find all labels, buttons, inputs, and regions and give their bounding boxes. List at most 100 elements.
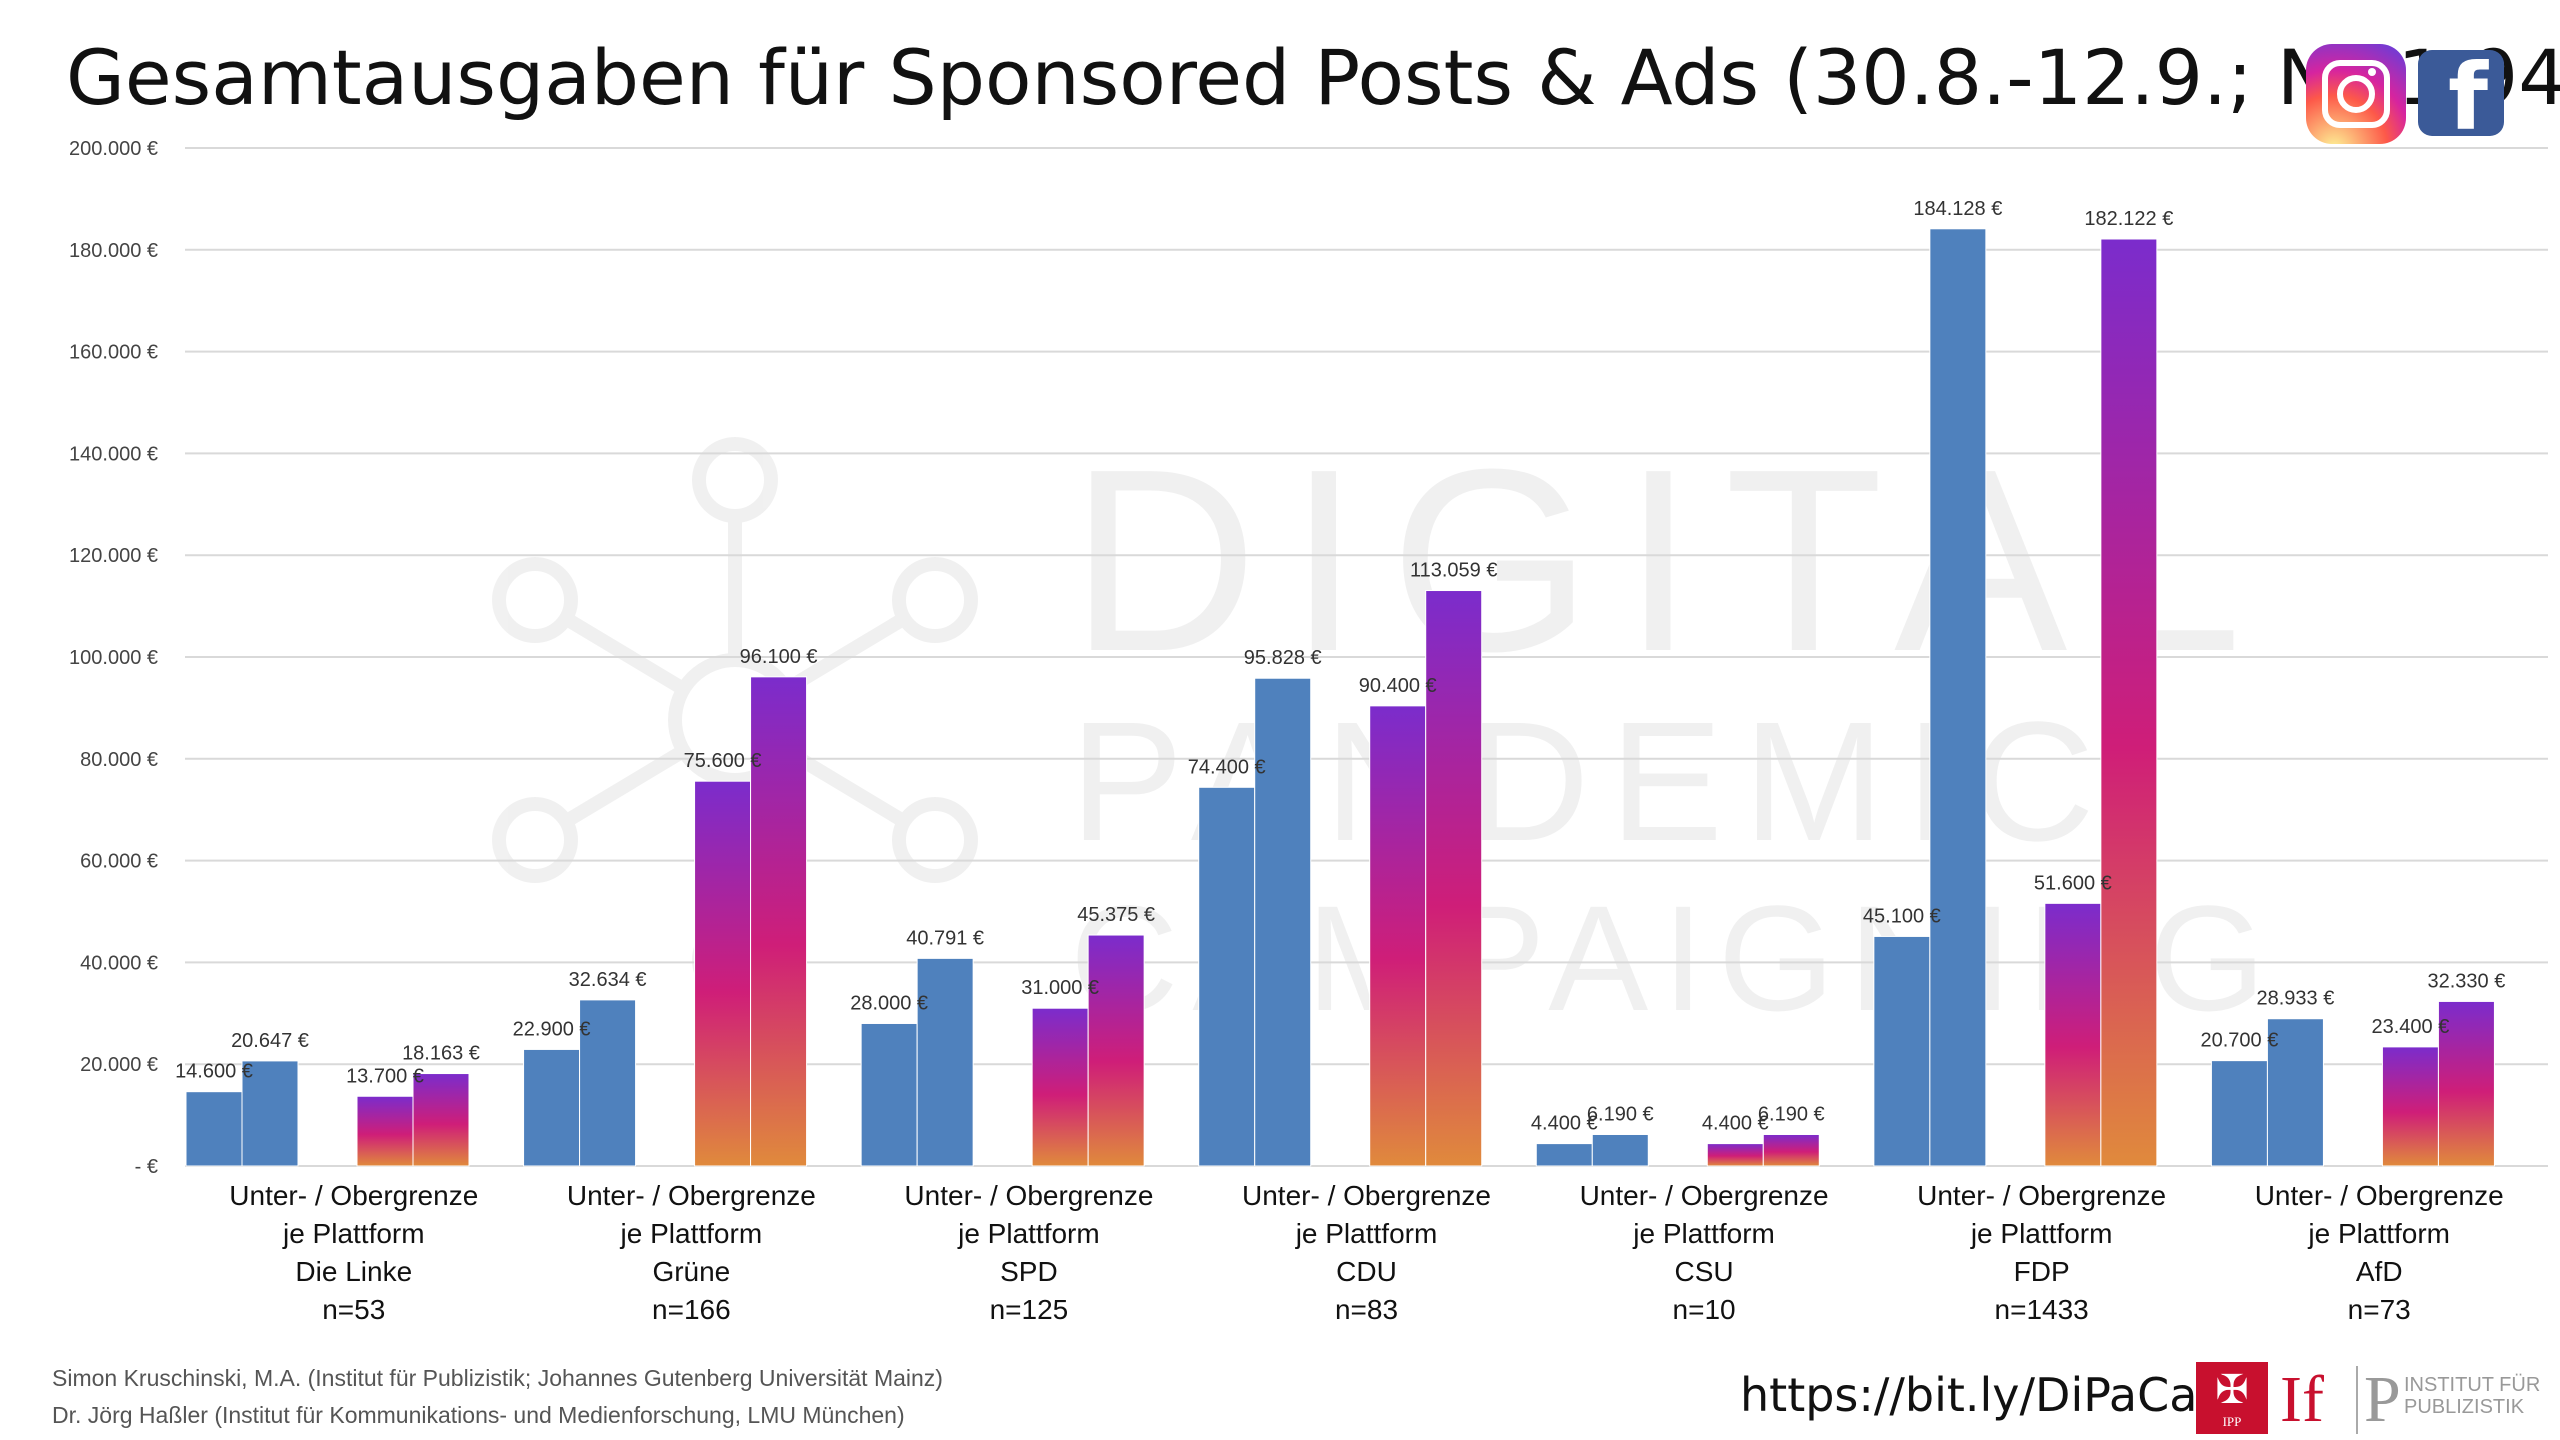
x-category-party: FDP [2014, 1256, 2070, 1287]
instagram-bar [694, 780, 752, 1167]
instagram-bar [412, 1073, 470, 1167]
facebook-bar [1591, 1133, 1649, 1167]
instagram-bar [1369, 705, 1427, 1167]
x-category-label-line2: je Plattform [1632, 1218, 1775, 1249]
y-tick-label: 200.000 € [69, 138, 158, 160]
x-category-label-line1: Unter- / Obergrenze [1242, 1180, 1491, 1211]
x-category-label-line1: Unter- / Obergrenze [567, 1180, 816, 1211]
x-category-n: n=166 [652, 1294, 731, 1325]
x-category-party: AfD [2356, 1256, 2403, 1287]
instagram-bar [2437, 1000, 2495, 1167]
facebook-data-label: 45.100 € [1863, 905, 1941, 927]
facebook-data-label: 22.900 € [513, 1018, 591, 1040]
y-tick-label: 120.000 € [69, 545, 158, 567]
instagram-data-label: 18.163 € [402, 1043, 480, 1065]
facebook-bar [523, 1048, 581, 1167]
x-category-party: SPD [1000, 1256, 1058, 1287]
instagram-data-label: 31.000 € [1021, 977, 1099, 999]
instagram-data-label: 75.600 € [684, 750, 762, 772]
facebook-data-label: 28.000 € [850, 992, 928, 1014]
x-category-party: CSU [1675, 1256, 1734, 1287]
x-axis: Unter- / Obergrenze je Plattform Die Linke… [229, 1180, 2503, 1325]
instagram-data-label: 6.190 € [1758, 1103, 1825, 1125]
x-category-party: CDU [1336, 1256, 1397, 1287]
facebook-data-label: 20.700 € [2200, 1030, 2278, 1052]
x-category-label-line2: je Plattform [957, 1218, 1100, 1249]
instagram-data-label: 13.700 € [346, 1065, 424, 1087]
y-tick-label: 160.000 € [69, 342, 158, 364]
y-tick-label: 40.000 € [80, 952, 158, 974]
chart-bars [185, 228, 2495, 1167]
credit-line-1: Simon Kruschinski, M.A. (Institut für Pu… [52, 1365, 943, 1391]
instagram-bar [1031, 1007, 1089, 1167]
instagram-bar [750, 676, 808, 1167]
instagram-ring [2322, 60, 2390, 128]
instagram-lens [2337, 75, 2375, 113]
facebook-data-label: 184.128 € [1913, 198, 2002, 220]
y-axis: 200.000 € 180.000 € 160.000 € 140.000 € 120.… [69, 138, 158, 1178]
facebook-logo-letter: f [2448, 50, 2489, 137]
x-category-party: Grüne [652, 1256, 730, 1287]
instagram-data-label: 32.330 € [2427, 970, 2505, 992]
instagram-data-label: 4.400 € [1702, 1113, 1769, 1135]
instagram-bar [1425, 590, 1483, 1167]
x-category-label-line2: je Plattform [1970, 1218, 2113, 1249]
facebook-bar [1873, 935, 1931, 1167]
instagram-dot [2368, 68, 2376, 76]
instagram-bar [1706, 1143, 1764, 1167]
instagram-data-label: 96.100 € [740, 646, 818, 668]
ipp-cross-icon: ✠ [2215, 1368, 2249, 1412]
y-tick-label: 140.000 € [69, 443, 158, 465]
facebook-data-label: 14.600 € [175, 1061, 253, 1083]
x-category-n: n=53 [322, 1294, 385, 1325]
y-tick-label: 20.000 € [80, 1054, 158, 1076]
instagram-data-label: 113.059 € [1410, 560, 1498, 582]
x-category-n: n=83 [1335, 1294, 1398, 1325]
facebook-bar [579, 999, 637, 1167]
y-tick-label: 60.000 € [80, 851, 158, 873]
ifp-logo-separator [2356, 1366, 2358, 1434]
x-category-label-line1: Unter- / Obergrenze [229, 1180, 478, 1211]
x-category-n: n=73 [2348, 1294, 2411, 1325]
instagram-bar [356, 1095, 414, 1167]
x-category-label-line2: je Plattform [2307, 1218, 2450, 1249]
instagram-bar [1087, 934, 1145, 1167]
x-category-n: n=125 [990, 1294, 1069, 1325]
facebook-data-label: 32.634 € [569, 969, 647, 991]
x-category-n: n=10 [1673, 1294, 1736, 1325]
x-category-label-line1: Unter- / Obergrenze [1917, 1180, 2166, 1211]
ifp-logo-text: INSTITUT FÜR PUBLIZISTIK [2404, 1374, 2541, 1418]
y-tick-label: 100.000 € [69, 647, 158, 669]
credit-line-2: Dr. Jörg Haßler (Institut für Kommunikat… [52, 1402, 905, 1428]
facebook-data-label: 40.791 € [906, 927, 984, 949]
facebook-bar [1254, 677, 1312, 1167]
instagram-data-label: 90.400 € [1359, 675, 1437, 697]
y-tick-label: - € [135, 1156, 158, 1178]
facebook-data-label: 6.190 € [1587, 1103, 1654, 1125]
facebook-logo-icon: f [2418, 50, 2504, 136]
x-category-label-line1: Unter- / Obergrenze [1580, 1180, 1829, 1211]
facebook-bar [2266, 1018, 2324, 1167]
facebook-bar [1198, 786, 1256, 1167]
instagram-bar [1762, 1133, 1820, 1167]
ifp-logo-letters: If [2280, 1363, 2324, 1436]
facebook-bar [860, 1022, 918, 1167]
x-category-label-line1: Unter- / Obergrenze [2255, 1180, 2504, 1211]
y-tick-label: 80.000 € [80, 749, 158, 771]
instagram-data-label: 51.600 € [2034, 872, 2112, 894]
credits: Simon Kruschinski, M.A. (Institut für Pu… [52, 1360, 943, 1434]
facebook-data-label: 4.400 € [1531, 1113, 1598, 1135]
x-category-label-line2: je Plattform [1295, 1218, 1438, 1249]
facebook-data-label: 95.828 € [1244, 647, 1322, 669]
instagram-logo-icon [2306, 44, 2406, 144]
data-labels: 14.600 € 20.647 € 13.700 €18.163 € 22.900 €… [175, 198, 2505, 1135]
ipp-logo-text: IPP [2222, 1414, 2242, 1429]
instagram-bar [2044, 902, 2102, 1167]
instagram-data-label: 182.122 € [2084, 208, 2173, 230]
x-category-n: n=1433 [1995, 1294, 2089, 1325]
facebook-data-label: 28.933 € [2256, 988, 2334, 1010]
project-url[interactable]: https://bit.ly/DiPaCa [1740, 1368, 2198, 1422]
facebook-bar [1535, 1143, 1593, 1167]
instagram-bar [2381, 1046, 2439, 1167]
